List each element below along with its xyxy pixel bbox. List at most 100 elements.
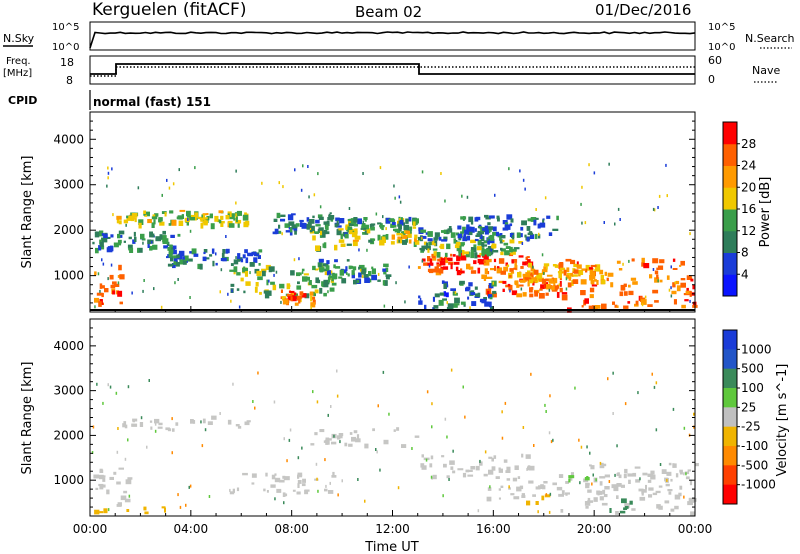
power-cell [334, 266, 341, 269]
power-cell [431, 240, 435, 245]
power-cell [518, 241, 523, 244]
power-cell [134, 217, 137, 223]
power-cell [684, 299, 689, 302]
power-cell [318, 216, 324, 220]
power-cell [508, 274, 512, 278]
power-cell [502, 239, 505, 243]
velocity-cell [673, 463, 677, 468]
power-cell [470, 292, 476, 295]
power-cell [468, 228, 472, 234]
power-cell [370, 226, 375, 231]
power-cell [652, 258, 659, 264]
power-cell [588, 305, 593, 311]
power-cell [531, 277, 537, 282]
power-band-10 [312, 258, 392, 286]
power-speckle [658, 194, 661, 198]
power-cell [414, 234, 418, 239]
power-band-16 [506, 262, 609, 286]
velocity-cell [314, 432, 318, 436]
power-cell [520, 266, 524, 269]
velocity-speckle [283, 501, 285, 505]
velocity-speckle [666, 478, 668, 482]
velocity-cell [120, 495, 127, 501]
power-cell [511, 290, 518, 296]
velocity-colorbar-tick-label: 500 [741, 362, 764, 376]
power-cell [589, 287, 595, 293]
power-speckle [117, 281, 120, 285]
power-cell [220, 258, 225, 262]
velocity-cell [202, 418, 206, 424]
power-speckle [393, 184, 395, 188]
velocity-cell [165, 427, 170, 431]
velocity-cell [584, 501, 591, 506]
power-cell [483, 260, 490, 266]
power-cell [176, 254, 180, 259]
power-cell [425, 246, 431, 251]
power-speckle [641, 303, 644, 307]
velocity-speckle [552, 438, 554, 442]
power-cell [529, 234, 535, 239]
velocity-speckle [442, 494, 444, 498]
power-cell [336, 229, 342, 236]
power-colorbar-segment [723, 165, 737, 188]
power-cell [512, 235, 515, 240]
velocity-cell [568, 478, 571, 483]
power-speckle [112, 213, 114, 217]
power-cell [310, 295, 313, 302]
power-cell [504, 250, 510, 256]
power-cell [324, 271, 329, 276]
power-cell [470, 239, 476, 244]
power-cell [541, 278, 547, 284]
power-cell [623, 305, 629, 309]
frequency-trace [90, 63, 695, 75]
velocity-cell [674, 505, 679, 510]
power-cell [191, 248, 197, 255]
velocity-speckle [102, 401, 104, 405]
velocity-speckle [232, 382, 234, 386]
power-cell [221, 253, 225, 259]
velocity-speckle [339, 440, 341, 444]
velocity-cell [491, 457, 494, 462]
velocity-speckle [171, 417, 173, 421]
power-cell [516, 232, 521, 238]
power-cell [534, 278, 537, 282]
velocity-cell [465, 469, 470, 473]
power-cell [671, 290, 677, 295]
velocity-cell [99, 468, 103, 472]
power-cell [123, 240, 126, 243]
power-speckle [307, 165, 309, 168]
velocity-cell [109, 476, 114, 480]
power-cell [320, 232, 326, 238]
power-cell [258, 249, 263, 253]
power-cell [452, 303, 458, 308]
power-cell [589, 274, 593, 281]
velocity-speckle [655, 381, 658, 385]
velocity-speckle [200, 420, 202, 424]
velocity-cell [528, 480, 534, 484]
velocity-speckle [612, 412, 614, 415]
power-cell [334, 223, 338, 228]
power-cell [310, 296, 316, 300]
power-cell [533, 219, 537, 226]
power-cell [106, 247, 113, 253]
power-cell [167, 263, 174, 267]
velocity-cell [645, 484, 647, 490]
power-cell [506, 214, 513, 220]
power-cell [228, 223, 235, 228]
power-cell [500, 251, 504, 256]
power-cell [225, 249, 229, 254]
velocity-speckle [477, 509, 480, 513]
power-cell [507, 283, 511, 287]
velocity-colorbar-segment [723, 484, 737, 505]
power-cell [616, 260, 621, 264]
power-speckle [490, 248, 492, 252]
cpid-mode: normal (fast) 151 [93, 95, 211, 109]
velocity-cell [251, 473, 257, 478]
velocity-cell [609, 508, 612, 513]
power-cell [366, 228, 371, 234]
power-cell [293, 227, 298, 232]
power-cell [432, 296, 435, 302]
power-cell [607, 272, 614, 277]
power-speckle [479, 226, 482, 230]
power-cell [498, 258, 505, 264]
